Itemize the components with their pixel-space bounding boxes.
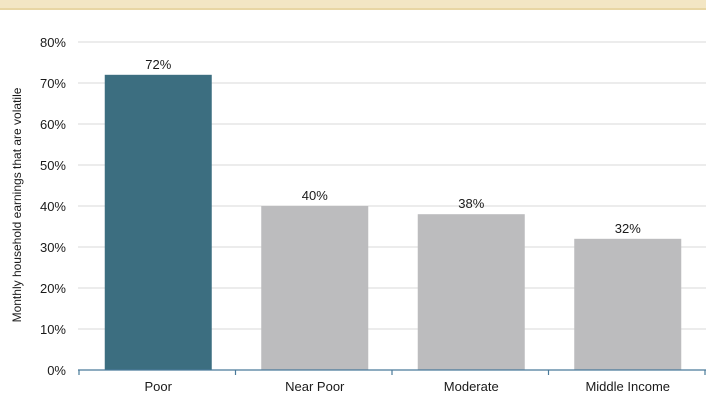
gridlines <box>78 41 706 330</box>
y-tick-label: 70% <box>40 76 66 91</box>
bar <box>574 238 682 370</box>
bar-value-label: 72% <box>145 57 171 72</box>
y-tick-label: 30% <box>40 240 66 255</box>
bar-value-label: 40% <box>302 188 328 203</box>
bar-value-label: 32% <box>615 221 641 236</box>
y-axis-tick-labels: 0% 10% 20% 30% 40% 50% 60% 70% 80% <box>40 35 66 378</box>
bar <box>261 206 369 370</box>
bar <box>104 74 212 371</box>
bar-value-label: 38% <box>458 196 484 211</box>
top-decorative-band <box>0 0 706 8</box>
top-decorative-rule <box>0 8 706 10</box>
bar-value-labels: 72% 40% 38% 32% <box>145 57 641 236</box>
x-axis <box>78 369 706 375</box>
x-axis-category-labels: Poor Near Poor Moderate Middle Income <box>145 379 671 394</box>
x-category-label: Middle Income <box>585 379 670 394</box>
y-tick-label: 20% <box>40 281 66 296</box>
y-tick-label: 0% <box>47 363 66 378</box>
x-category-label: Near Poor <box>285 379 345 394</box>
y-tick-label: 60% <box>40 117 66 132</box>
x-category-label: Moderate <box>444 379 499 394</box>
y-tick-label: 50% <box>40 158 66 173</box>
y-tick-label: 10% <box>40 322 66 337</box>
y-axis-title: Monthly household earnings that are vola… <box>10 87 24 322</box>
x-category-label: Poor <box>145 379 173 394</box>
bar <box>417 214 525 370</box>
y-tick-label: 80% <box>40 35 66 50</box>
bars <box>104 74 682 371</box>
y-tick-label: 40% <box>40 199 66 214</box>
